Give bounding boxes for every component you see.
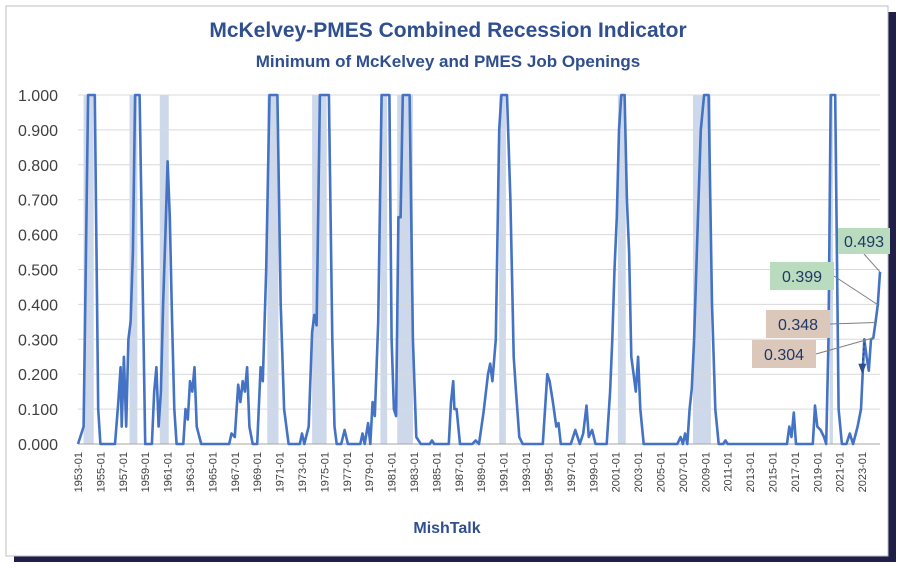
- plot-background: [5, 5, 889, 557]
- x-tick-label: 2013-01: [745, 452, 757, 492]
- chart-subtitle: Minimum of McKelvey and PMES Job Opening…: [256, 52, 640, 71]
- x-tick-label: 1961-01: [163, 452, 175, 492]
- x-tick-label: 1983-01: [409, 452, 421, 492]
- callout-label: 0.348: [778, 317, 818, 334]
- callout-leader: [829, 322, 876, 325]
- x-tick-label: 1997-01: [566, 452, 578, 492]
- y-tick-label: 0.900: [18, 123, 58, 140]
- x-tick-label: 1957-01: [118, 452, 130, 492]
- x-tick-label: 1989-01: [476, 452, 488, 492]
- x-tick-label: 2011-01: [723, 452, 735, 492]
- callouts: 0.493 0.399 0.348 0.304: [752, 228, 890, 375]
- y-tick-label: 0.700: [18, 193, 58, 210]
- x-tick-label: 1973-01: [297, 452, 309, 492]
- trend-arrow: [861, 342, 866, 368]
- x-tick-label: 2017-01: [790, 452, 802, 492]
- x-tick-label: 1993-01: [521, 452, 533, 492]
- x-tick-label: 2021-01: [835, 452, 847, 492]
- series-group: [76, 93, 882, 446]
- y-tick-labels: 0.000 0.100 0.200 0.300 0.400 0.500 0.600 0.700…: [18, 88, 58, 454]
- x-tick-label: 2015-01: [767, 452, 779, 492]
- callout-box: [766, 310, 830, 338]
- callout-leader: [815, 337, 874, 355]
- x-tick-label: 1953-01: [73, 452, 85, 492]
- x-tick-label: 1969-01: [252, 452, 264, 492]
- x-tick-label: 1955-01: [95, 452, 107, 492]
- x-tick-label: 2001-01: [611, 452, 623, 492]
- y-tick-label: 0.800: [18, 158, 58, 175]
- x-tick-label: 1981-01: [387, 452, 399, 492]
- x-tick-label: 1999-01: [588, 452, 600, 492]
- callout-box: [752, 340, 816, 368]
- callout-leader: [863, 253, 881, 273]
- y-tick-label: 0.500: [18, 263, 58, 280]
- x-tick-label: 1975-01: [319, 452, 331, 492]
- x-tick-label: 2019-01: [812, 452, 824, 492]
- x-tick-label: 1995-01: [543, 452, 555, 492]
- x-tick-label: 1963-01: [185, 452, 197, 492]
- callout-label: 0.304: [764, 347, 804, 364]
- callout-box: [838, 228, 890, 254]
- x-tick-label: 1959-01: [140, 452, 152, 492]
- x-axis-label: MishTalk: [413, 520, 480, 537]
- chart-title: McKelvey-PMES Combined Recession Indicat…: [209, 19, 686, 42]
- y-tick-label: 1.000: [18, 88, 58, 105]
- x-tick-label: 2005-01: [655, 452, 667, 492]
- x-tick-label: 1971-01: [275, 452, 287, 492]
- x-tick-label: 2007-01: [678, 452, 690, 492]
- x-tick-label: 1991-01: [499, 452, 511, 492]
- x-tick-label: 1987-01: [454, 452, 466, 492]
- y-tick-label: 0.100: [18, 402, 58, 419]
- x-tick-label: 1965-01: [207, 452, 219, 492]
- y-tick-label: 0.600: [18, 228, 58, 245]
- y-tick-label: 0.400: [18, 297, 58, 314]
- callout-leader: [833, 275, 879, 306]
- series-line: [76, 93, 882, 446]
- callout-box: [770, 262, 834, 290]
- callout-label: 0.399: [782, 269, 822, 286]
- x-tick-label: 2003-01: [633, 452, 645, 492]
- x-tick-label: 1977-01: [342, 452, 354, 492]
- x-tick-label: 1967-01: [230, 452, 242, 492]
- x-tick-label: 2009-01: [700, 452, 712, 492]
- x-tick-labels: 1953-01 1955-01 1957-01 1959-01 1961-01 1963-…: [73, 452, 869, 492]
- callout-label: 0.493: [844, 234, 884, 251]
- x-tick-label: 1985-01: [431, 452, 443, 492]
- x-tick-label: 2023-01: [857, 452, 869, 492]
- y-tick-label: 0.000: [18, 437, 58, 454]
- y-tick-label: 0.200: [18, 367, 58, 384]
- gridlines: [78, 94, 880, 445]
- trend-arrow-head: [858, 363, 867, 375]
- x-tick-label: 1979-01: [364, 452, 376, 492]
- y-tick-label: 0.300: [18, 332, 58, 349]
